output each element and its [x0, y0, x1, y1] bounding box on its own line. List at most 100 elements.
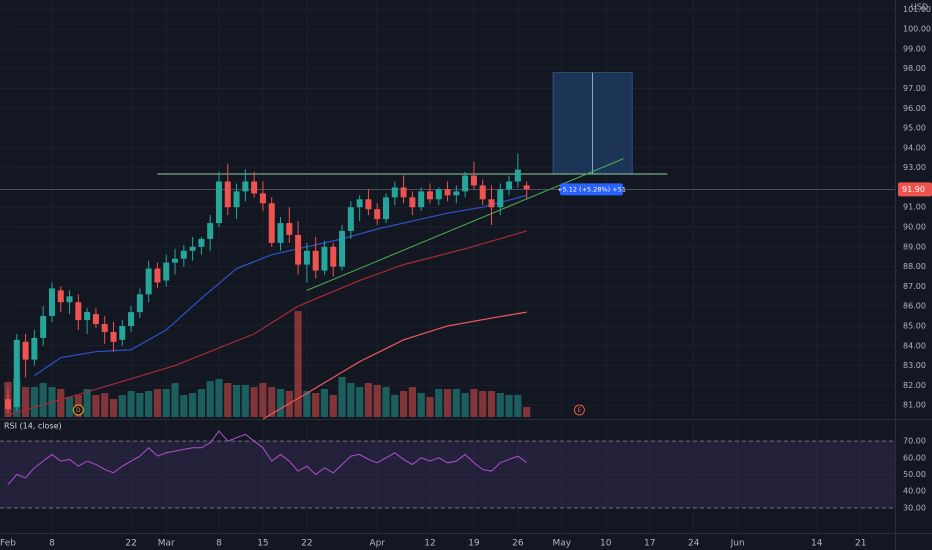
event-marker-label: D — [76, 407, 81, 414]
volume-bar — [215, 379, 223, 417]
volume-bar — [162, 389, 170, 417]
volume-bar — [408, 387, 416, 417]
volume-bar — [259, 383, 267, 417]
y-tick-label: 90.00 — [903, 223, 926, 232]
candle-body — [523, 185, 530, 190]
candle-body — [268, 203, 275, 243]
volume-bar — [382, 387, 390, 417]
candle-body — [303, 250, 310, 265]
candle-body — [154, 268, 161, 283]
currency: USD — [911, 3, 928, 12]
y-tick-label: 94.00 — [903, 143, 926, 152]
candle-body — [374, 209, 381, 220]
candle-body — [506, 181, 513, 190]
candle-body — [136, 294, 143, 313]
rsi-line — [7, 430, 527, 485]
x-tick-label: 21 — [855, 539, 866, 549]
y-tick-label: 87.00 — [903, 282, 926, 291]
volume-bar — [30, 387, 38, 417]
candle-body — [488, 199, 495, 208]
x-tick-label: 24 — [688, 539, 700, 549]
volume-bar — [153, 389, 162, 417]
volume-bar — [145, 391, 153, 417]
volume-bar — [276, 389, 285, 417]
candle-body — [128, 312, 135, 326]
event-marker — [72, 404, 84, 416]
y-tick-label: 89.00 — [903, 242, 926, 251]
candle-body — [145, 268, 152, 295]
volume-bar — [39, 383, 47, 417]
candle-body — [31, 337, 38, 360]
x-tick-label: 19 — [468, 539, 480, 549]
x-tick-label: 10 — [600, 539, 612, 549]
candle-body — [497, 189, 504, 208]
volume-bar — [197, 389, 205, 417]
x-tick-label: 12 — [424, 539, 435, 549]
y-tick-label: 85.00 — [903, 321, 926, 330]
candle-body — [180, 250, 187, 259]
position-label-bg — [560, 183, 624, 196]
candle-body — [251, 181, 258, 194]
candle-body — [163, 262, 170, 281]
candle-body — [339, 230, 346, 267]
volume-bar — [470, 389, 478, 417]
volume-bar — [224, 383, 232, 417]
candle-body — [119, 325, 126, 340]
x-tick-label: 17 — [644, 539, 655, 549]
volume-bar — [443, 389, 452, 417]
candle-body — [22, 341, 29, 360]
volume-bar — [206, 381, 214, 417]
volume-bar — [329, 395, 337, 417]
volume-bar — [364, 383, 373, 417]
volume-bar — [109, 399, 118, 417]
moving-average — [34, 194, 527, 376]
volume-bar — [391, 395, 399, 417]
event-marker — [573, 404, 585, 416]
candle-body — [233, 191, 240, 208]
rsi-tick-label: 70.00 — [903, 437, 926, 446]
volume-bar — [136, 393, 144, 417]
y-tick-label: 96.00 — [903, 104, 926, 113]
y-tick-label: 84.00 — [903, 341, 926, 350]
volume-bar — [92, 395, 100, 417]
y-tick-label: 95.00 — [903, 124, 926, 133]
candle-body — [215, 181, 222, 224]
volume-bar — [303, 391, 311, 417]
x-tick-label: 22 — [125, 539, 136, 549]
volume-bar — [523, 407, 531, 417]
volume-bar — [399, 391, 408, 417]
candle-body — [259, 193, 266, 204]
x-tick-label: May — [553, 539, 572, 549]
candle-body — [277, 223, 284, 243]
candle-body — [435, 189, 442, 200]
rsi-tick-label: 50.00 — [903, 470, 926, 479]
y-tick-label: 88.00 — [903, 262, 926, 271]
candle-body — [312, 250, 319, 271]
volume-bar — [127, 391, 135, 417]
candle-body — [66, 296, 73, 303]
x-tick-label: 15 — [257, 539, 268, 549]
x-tick-label: 22 — [301, 539, 312, 549]
x-tick-label: Feb — [0, 539, 16, 549]
volume-bar — [373, 385, 381, 417]
volume-bar — [496, 393, 504, 417]
volume-bar — [101, 393, 109, 417]
volume-bar — [452, 389, 460, 417]
candle-body — [13, 339, 20, 408]
volume-bar — [250, 387, 258, 417]
rsi-title: RSI (14, close) — [4, 422, 62, 431]
volume-bar — [426, 397, 434, 417]
x-tick-label: 14 — [811, 539, 823, 549]
volume-bar — [479, 391, 487, 417]
x-tick-label: 8 — [216, 539, 222, 549]
candle-body — [207, 223, 214, 239]
candle-body — [189, 246, 196, 251]
volume-bar — [21, 387, 30, 417]
volume-bar — [241, 385, 249, 417]
y-tick-label: 101.00 — [903, 5, 931, 14]
candle-body — [242, 181, 249, 192]
volume-bar — [514, 395, 522, 417]
volume-bar — [171, 383, 179, 417]
candle-body — [321, 246, 328, 271]
